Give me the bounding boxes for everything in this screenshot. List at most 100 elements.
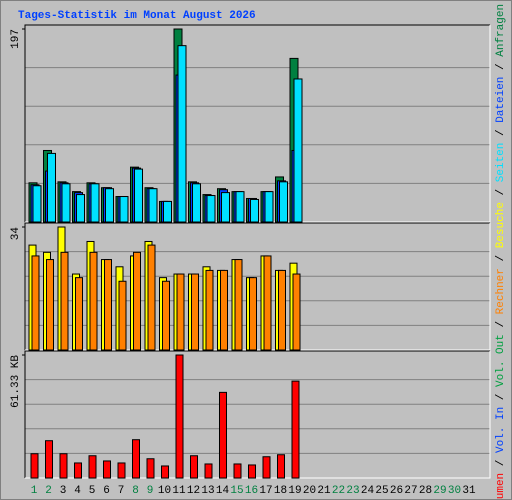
panel-bevel: [24, 222, 490, 350]
x-tick-label: 6: [103, 485, 110, 497]
x-tick-label: 30: [448, 485, 461, 497]
x-tick-label: 14: [216, 485, 230, 497]
x-tick-label: 28: [419, 485, 432, 497]
x-tick-label: 2: [45, 485, 52, 497]
bar: [177, 45, 187, 223]
x-tick-label: 31: [462, 485, 476, 497]
x-tick-label: 22: [332, 485, 345, 497]
bar: [292, 273, 301, 351]
bar: [175, 354, 184, 479]
bar: [293, 78, 303, 223]
x-tick-label: 21: [317, 485, 331, 497]
bar: [291, 380, 300, 479]
bar: [31, 255, 40, 351]
bar: [132, 439, 140, 479]
legend-separator: /: [495, 189, 507, 196]
bar: [263, 255, 272, 351]
bar: [235, 191, 245, 223]
bar: [219, 391, 227, 479]
x-tick-label: 7: [118, 485, 125, 497]
legend-separator: /: [495, 63, 507, 70]
bar: [30, 453, 39, 479]
x-tick-label: 9: [147, 485, 154, 497]
legend-entry: Dateien: [495, 77, 507, 123]
x-tick-label: 29: [433, 485, 446, 497]
y-tick-label: 197: [10, 29, 22, 49]
x-tick-label: 8: [132, 485, 139, 497]
x-tick-label: 11: [172, 485, 186, 497]
bar: [161, 465, 169, 479]
x-tick-label: 19: [288, 485, 301, 497]
x-tick-label: 10: [158, 485, 171, 497]
bar: [61, 183, 71, 223]
x-tick-label: 16: [245, 485, 258, 497]
panel-bevel: [24, 350, 490, 478]
x-tick-label: 3: [60, 485, 67, 497]
bar: [220, 269, 228, 351]
bar: [75, 277, 83, 351]
x-tick-label: 27: [404, 485, 417, 497]
bar: [250, 198, 259, 223]
bar: [191, 273, 199, 351]
legend-entry: Volumen: [495, 473, 507, 500]
x-tick-label: 12: [187, 485, 200, 497]
bar: [234, 259, 243, 351]
bar: [47, 152, 56, 223]
y-tick-label: 34: [10, 227, 22, 241]
panel-bevel: [24, 24, 490, 222]
bar: [205, 269, 214, 351]
x-tick-label: 26: [390, 485, 403, 497]
bar: [105, 188, 114, 223]
bar: [46, 259, 54, 351]
legend-entry: Vol. Out: [495, 334, 507, 387]
x-tick-label: 25: [375, 485, 388, 497]
bar: [249, 277, 257, 351]
bar: [204, 463, 213, 479]
bar: [133, 251, 141, 351]
panel: [25, 351, 490, 478]
bar: [233, 463, 242, 479]
legend-separator: /: [495, 321, 507, 328]
bar: [103, 460, 111, 479]
x-tick-label: 5: [89, 485, 96, 497]
x-tick-label: 20: [303, 485, 316, 497]
bar: [89, 251, 98, 351]
legend-entry: Rechner: [495, 268, 507, 314]
bar: [248, 464, 256, 479]
legend-entry: Besuche: [495, 202, 507, 248]
bar: [60, 251, 69, 351]
x-tick-label: 18: [274, 485, 287, 497]
x-tick-label: 23: [346, 485, 359, 497]
bar: [190, 455, 198, 479]
legend-entry: Seiten: [495, 143, 507, 183]
legend: Volumen / Vol. In / Vol. Out / Rechner /…: [495, 4, 507, 500]
bar: [176, 273, 185, 351]
legend-separator: /: [495, 460, 507, 467]
bar: [163, 200, 172, 223]
bar: [118, 280, 127, 351]
y-tick-label: 61.33 KB: [10, 355, 22, 408]
bar: [264, 191, 274, 223]
bar: [134, 168, 143, 223]
x-tick-label: 24: [361, 485, 375, 497]
bar: [192, 183, 201, 223]
bar: [146, 458, 155, 479]
bar: [88, 455, 97, 479]
bar: [148, 188, 158, 223]
bar: [278, 269, 286, 351]
bar: [147, 244, 156, 351]
chart-title: Tages-Statistik im Monat August 2026: [18, 10, 256, 22]
bar: [162, 280, 170, 351]
bar: [74, 462, 82, 479]
x-tick-label: 17: [259, 485, 272, 497]
bar: [90, 183, 100, 223]
bar: [119, 196, 129, 223]
legend-entry: Vol. In: [495, 407, 507, 453]
bar: [104, 259, 112, 351]
bar: [32, 185, 42, 223]
x-tick-label: 13: [201, 485, 214, 497]
bar: [221, 192, 230, 223]
x-tick-label: 4: [74, 485, 81, 497]
legend-separator: /: [495, 255, 507, 262]
